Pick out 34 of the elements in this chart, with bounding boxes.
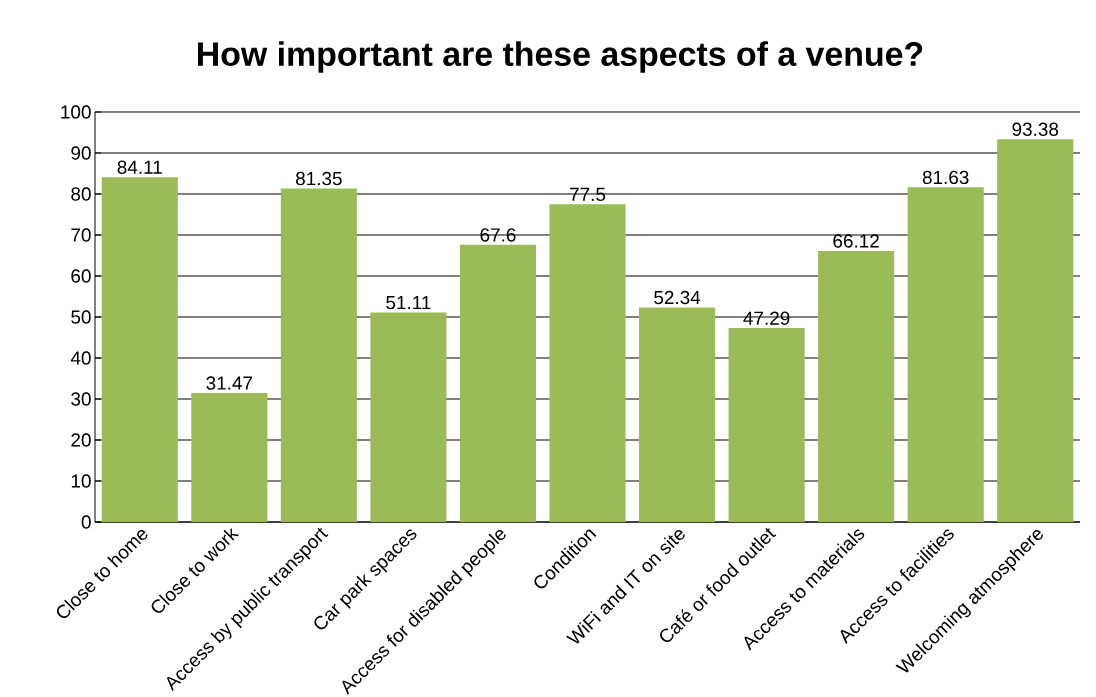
data-label: 31.47 <box>206 376 253 390</box>
bar <box>639 307 716 522</box>
y-tick-label: 70 <box>71 228 91 242</box>
data-label: 84.11 <box>117 160 162 174</box>
y-tick-label: 100 <box>61 105 91 119</box>
data-label: 52.34 <box>654 290 701 305</box>
chart-title: How important are these aspects of a venue? <box>198 41 923 73</box>
data-label: 51.11 <box>386 296 431 310</box>
bar <box>907 187 984 522</box>
bar <box>459 244 537 522</box>
bar <box>191 392 268 522</box>
y-tick-label: 80 <box>71 187 91 201</box>
y-tick-label: 90 <box>71 146 91 160</box>
bar <box>280 188 357 522</box>
data-label: 67.6 <box>480 228 516 242</box>
data-label: 47.29 <box>743 311 790 325</box>
data-label: 81.63 <box>922 170 969 185</box>
bar <box>818 250 895 522</box>
y-tick-label: 20 <box>71 433 91 447</box>
y-tick-label: 50 <box>71 310 91 324</box>
data-label: 77.5 <box>570 187 606 202</box>
bar <box>101 177 178 522</box>
bar <box>549 204 626 522</box>
bar <box>370 312 447 522</box>
y-tick-label: 60 <box>71 269 91 283</box>
bar <box>997 139 1074 522</box>
y-tick-label: 0 <box>81 515 91 529</box>
data-label: 66.12 <box>833 234 879 248</box>
y-tick-label: 30 <box>71 392 91 406</box>
bar <box>728 328 805 522</box>
y-tick-label: 10 <box>71 474 91 488</box>
data-label: 93.38 <box>1012 122 1059 136</box>
y-tick-label: 40 <box>70 351 91 365</box>
data-label: 81.35 <box>296 171 342 186</box>
